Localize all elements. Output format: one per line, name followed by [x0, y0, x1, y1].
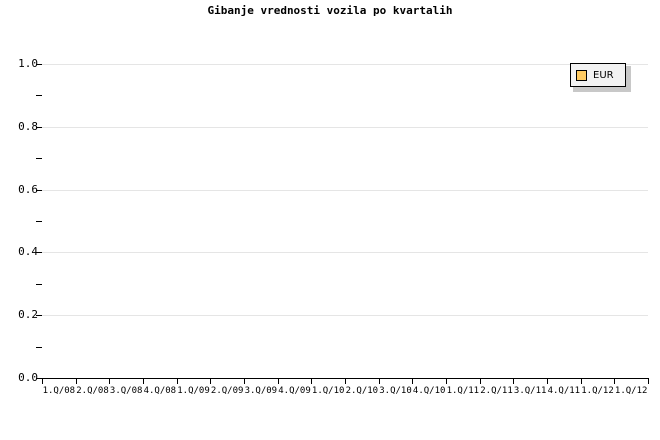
x-axis-tick [513, 379, 514, 384]
chart-legend[interactable]: EUR [570, 63, 626, 87]
y-axis-tick [36, 315, 42, 316]
x-axis-tick [143, 379, 144, 384]
x-axis-tick-label: 3.Q/08 [109, 386, 143, 396]
x-axis-tick-label: 1.Q/12 [614, 386, 648, 396]
y-axis-minor-tick [36, 221, 42, 222]
x-axis-tick-label: 3.Q/09 [244, 386, 278, 396]
y-axis-tick [36, 378, 42, 379]
x-axis-tick-label: 4.Q/09 [278, 386, 311, 396]
x-axis-tick [480, 379, 481, 384]
y-axis-tick-label: 0.2 [18, 308, 38, 321]
y-axis-minor-tick [36, 284, 42, 285]
plot-area [42, 64, 648, 378]
x-axis-tick [177, 379, 178, 384]
gridline [42, 190, 648, 191]
gridline [42, 252, 648, 253]
x-axis-tick [547, 379, 548, 384]
x-axis-tick-label: 3.Q/11 [513, 386, 547, 396]
x-axis-tick-label: 1.Q/10 [311, 386, 345, 396]
x-axis-tick [42, 379, 43, 384]
y-axis-tick-label: 0.6 [18, 183, 38, 196]
x-axis-tick-label: 1.Q/11 [446, 386, 480, 396]
x-axis-tick [278, 379, 279, 384]
x-axis-tick [412, 379, 413, 384]
y-axis-tick [36, 64, 42, 65]
x-axis-tick-label: 2.Q/09 [210, 386, 244, 396]
x-axis-tick [311, 379, 312, 384]
x-axis-tick-label: 2.Q/11 [480, 386, 513, 396]
x-axis-tick [244, 379, 245, 384]
gridline [42, 315, 648, 316]
x-axis-tick-label: 4.Q/11 [547, 386, 581, 396]
y-axis-tick-label: 0.8 [18, 120, 38, 133]
x-axis-tick [648, 379, 649, 384]
y-axis-minor-tick [36, 158, 42, 159]
legend-swatch-eur-icon [576, 69, 587, 81]
x-axis-tick-label: 1.Q/09 [177, 386, 210, 396]
y-axis-tick [36, 252, 42, 253]
x-axis-tick [379, 379, 380, 384]
gridline [42, 127, 648, 128]
x-axis-tick [446, 379, 447, 384]
series-layer [42, 64, 648, 378]
y-axis-tick [36, 127, 42, 128]
x-axis-line [42, 378, 649, 379]
chart-title: Gibanje vrednosti vozila po kvartalih [207, 4, 453, 17]
x-axis-tick [210, 379, 211, 384]
x-axis-tick [109, 379, 110, 384]
y-axis-minor-tick [36, 95, 42, 96]
x-axis-tick [614, 379, 615, 384]
legend-label-eur: EUR [593, 69, 614, 81]
y-axis-tick-label: 0.4 [18, 245, 38, 258]
y-axis-tick [36, 190, 42, 191]
y-axis-minor-tick [36, 347, 42, 348]
x-axis-tick [345, 379, 346, 384]
x-axis-tick [581, 379, 582, 384]
x-axis-tick-label: 3.Q/10 [379, 386, 412, 396]
x-axis-tick-label: 1.Q/08 [42, 386, 76, 396]
x-axis-tick-label: 4.Q/08 [143, 386, 177, 396]
y-axis-tick-label: 1.0 [18, 57, 38, 70]
x-axis-tick-label: 1.Q/12 [581, 386, 614, 396]
x-axis-tick-label: 4.Q/10 [412, 386, 446, 396]
x-axis-tick-label: 2.Q/08 [76, 386, 109, 396]
x-axis-tick [76, 379, 77, 384]
gridline [42, 64, 648, 65]
y-axis-tick-label: 0.0 [18, 371, 38, 384]
x-axis-tick-label: 2.Q/10 [345, 386, 379, 396]
